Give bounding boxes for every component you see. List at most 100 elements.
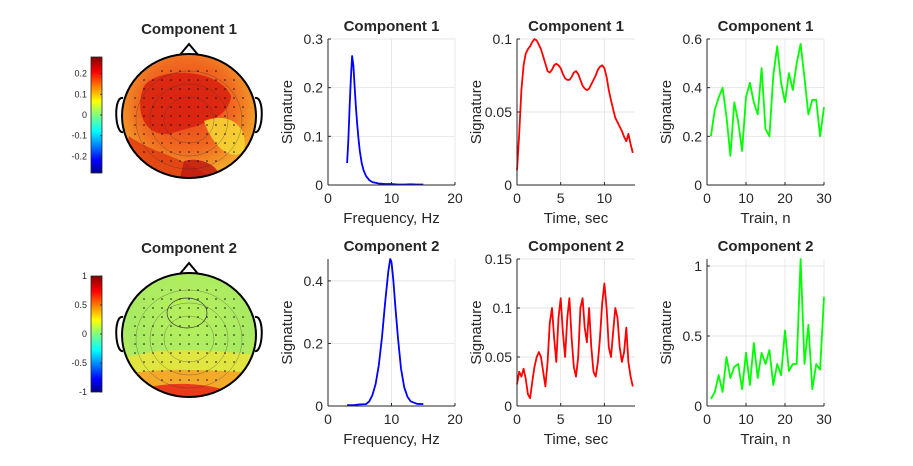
electrode-dot — [143, 307, 145, 309]
series-line — [347, 258, 424, 407]
electrode-dot — [188, 151, 190, 153]
electrode-dot — [170, 316, 172, 318]
electrode-dot — [170, 106, 172, 108]
topo-title: Component 2 — [141, 240, 237, 257]
electrode-dot — [143, 370, 145, 372]
electrode-dot — [143, 334, 145, 336]
panel-3: 0 5 10 0 0.05 0.1 Component 1 Time, sec Signatur… — [468, 18, 635, 227]
electrode-dot — [143, 325, 145, 327]
electrode-dot — [188, 289, 190, 291]
y-tick-label: 0.1 — [493, 31, 513, 47]
electrode-dot — [233, 88, 235, 90]
electrode-dot — [197, 325, 199, 327]
electrode-dot — [179, 151, 181, 153]
electrode-dot — [206, 343, 208, 345]
electrode-dot — [206, 352, 208, 354]
electrode-dot — [179, 334, 181, 336]
electrode-dot — [215, 289, 217, 291]
y-tick-label: 0.15 — [485, 251, 512, 267]
electrode-dot — [170, 379, 172, 381]
electrode-dot — [197, 334, 199, 336]
colorbar-tick-label: -0.2 — [71, 151, 87, 161]
electrode-dot — [224, 361, 226, 363]
electrode-dot — [197, 106, 199, 108]
electrode-dot — [215, 106, 217, 108]
electrode-dot — [161, 133, 163, 135]
electrode-dot — [134, 334, 136, 336]
electrode-dot — [215, 133, 217, 135]
panel-1: 0.2 0.1 0 -0.1 -0.2 Component 1 — [71, 21, 263, 179]
left-ear-shape — [115, 97, 124, 133]
electrode-dot — [170, 124, 172, 126]
y-axis-label: Signature — [468, 300, 485, 364]
electrode-dot — [170, 88, 172, 90]
electrode-dot — [188, 106, 190, 108]
electrode-dot — [206, 325, 208, 327]
electrode-dot — [242, 334, 244, 336]
y-tick-label: 0.2 — [683, 128, 703, 144]
electrode-dot — [224, 106, 226, 108]
electrode-dot — [143, 298, 145, 300]
electrode-dot — [143, 361, 145, 363]
electrode-dot — [179, 133, 181, 135]
x-axis-label: Train, n — [740, 431, 790, 448]
colorbar-tick-label: 0 — [82, 110, 87, 120]
x-tick-label: 0 — [513, 190, 521, 206]
electrode-dot — [179, 316, 181, 318]
series-line — [346, 55, 424, 186]
electrode-dot — [143, 142, 145, 144]
plot-title: Component 1 — [718, 18, 814, 35]
electrode-dot — [242, 124, 244, 126]
y-tick-label: 0.4 — [683, 80, 703, 96]
series-line — [516, 282, 634, 400]
series-line — [710, 43, 825, 157]
panel-6: 0 10 20 0 0.2 0.4 Component 2 Frequency, Hz Sign… — [279, 238, 463, 448]
electrode-dot — [242, 106, 244, 108]
electrode-dot — [188, 352, 190, 354]
y-tick-label: 0.5 — [683, 328, 703, 344]
electrode-dot — [197, 352, 199, 354]
electrode-dot — [233, 106, 235, 108]
electrode-dot — [242, 316, 244, 318]
colorbar-tick-label: 0.1 — [74, 89, 87, 99]
electrode-dot — [224, 115, 226, 117]
scalp-band — [139, 383, 234, 397]
electrode-dot — [143, 106, 145, 108]
y-axis-label: Signature — [279, 300, 296, 364]
electrode-dot — [170, 343, 172, 345]
electrode-dot — [161, 97, 163, 99]
colorbar-tick-label: -1 — [79, 387, 87, 397]
electrode-dot — [215, 325, 217, 327]
electrode-dot — [215, 79, 217, 81]
x-tick-label: 10 — [384, 411, 400, 427]
electrode-dot — [170, 151, 172, 153]
electrode-dot — [161, 325, 163, 327]
electrode-dot — [179, 307, 181, 309]
x-tick-label: 0 — [324, 411, 332, 427]
electrode-dot — [215, 379, 217, 381]
electrode-dot — [170, 325, 172, 327]
right-ear-shape — [254, 316, 263, 352]
x-tick-label: 0 — [324, 190, 332, 206]
nose-shape — [178, 261, 200, 276]
electrode-dot — [134, 106, 136, 108]
electrode-dot — [224, 298, 226, 300]
panel-5: 1 0.5 0 -0.5 -1 Component 2 — [71, 240, 263, 398]
electrode-dot — [233, 115, 235, 117]
electrode-dot — [206, 79, 208, 81]
electrode-dot — [224, 88, 226, 90]
y-tick-label: 0.05 — [485, 349, 512, 365]
x-tick-label: 0 — [703, 190, 711, 206]
electrode-dot — [206, 160, 208, 162]
nose-shape — [178, 42, 200, 57]
electrode-dot — [179, 370, 181, 372]
electrode-dot — [242, 97, 244, 99]
electrode-dot — [170, 79, 172, 81]
electrode-dot — [161, 316, 163, 318]
plot-title: Component 1 — [344, 18, 440, 35]
y-axis-label: Signature — [279, 80, 296, 144]
electrode-dot — [143, 88, 145, 90]
y-tick-label: 0.4 — [304, 273, 324, 289]
electrode-dot — [233, 334, 235, 336]
